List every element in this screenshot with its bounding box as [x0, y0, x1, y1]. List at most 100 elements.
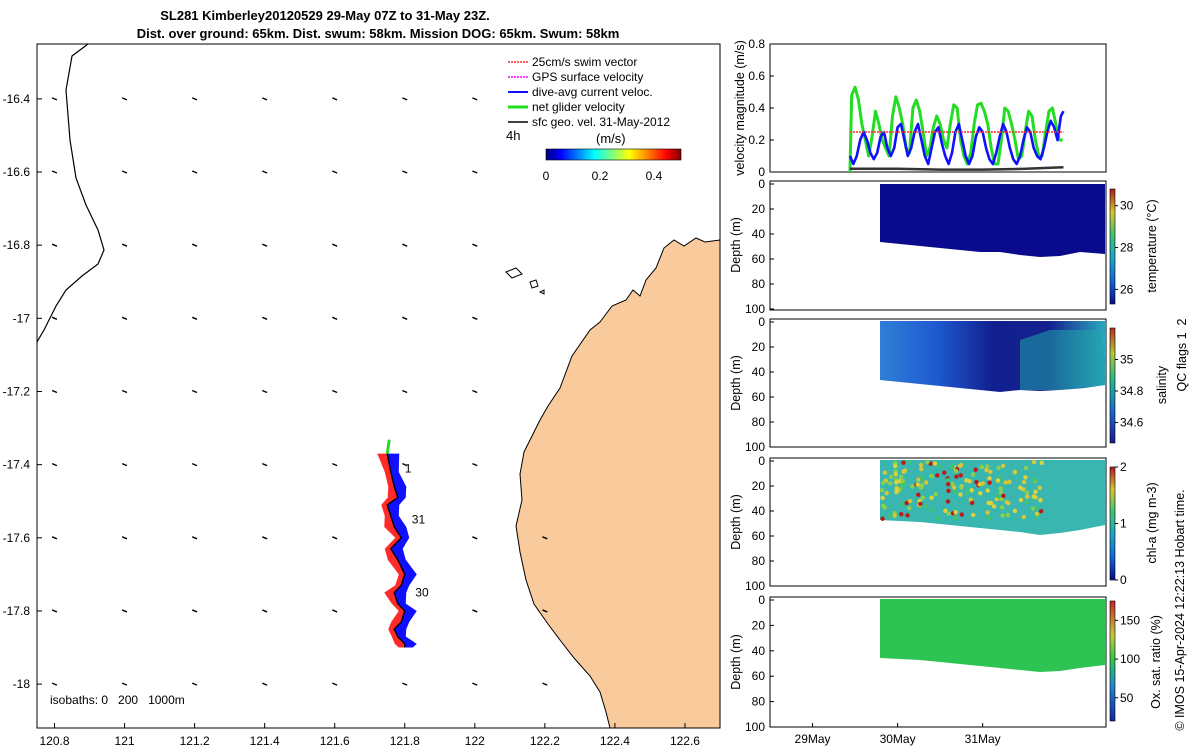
oxygen-field	[880, 599, 1105, 672]
depth-tick-label: 60	[752, 252, 766, 266]
velocity-series-line	[849, 165, 1064, 171]
geo-vector-arrow	[542, 682, 548, 686]
salinity-colorbar	[1109, 327, 1116, 444]
chla-colorbar-label: chl-a (mg m-3)	[1145, 482, 1159, 563]
chla-point	[964, 478, 969, 483]
day-label: 30	[415, 586, 429, 600]
geo-vector-arrow	[121, 682, 128, 686]
chla-point	[928, 461, 933, 466]
geo-vector-arrow	[191, 536, 198, 540]
geo-vector-arrow	[121, 389, 128, 394]
qc-flags-label: QC flags 1 2	[1175, 318, 1189, 391]
geo-vector-arrow	[191, 170, 198, 174]
chla-colorbar-ticks: 0 1 2	[1115, 460, 1127, 587]
geo-vector-arrow	[121, 316, 128, 320]
chla-point	[986, 500, 991, 506]
geo-vector-arrow	[121, 462, 128, 467]
chla-point	[899, 511, 904, 517]
chla-point	[978, 491, 983, 496]
geo-vector-arrow	[472, 97, 478, 101]
geo-vector-arrow	[402, 682, 408, 686]
temperature-colorbar-ticks: 26 28 30	[1115, 199, 1134, 296]
chla-point	[970, 500, 975, 506]
geo-vector-arrow	[332, 462, 338, 467]
geo-vector-arrow	[121, 609, 128, 613]
chla-point	[1038, 498, 1043, 503]
oxygen-y-ticks: 0 20 40 60 80 100	[745, 593, 774, 734]
map-x-tick-label: 121.2	[180, 734, 210, 748]
geo-vector-arrow	[191, 462, 198, 467]
map-colorbar-tick-label: 0	[543, 169, 550, 183]
chla-point	[1023, 475, 1028, 480]
geo-vector-arrow	[542, 536, 548, 540]
map-legend: 25cm/s swim vector GPS surface velocity …	[506, 55, 682, 183]
chla-point	[935, 516, 940, 521]
geo-vector-arrow	[472, 462, 478, 467]
legend-entry: 25cm/s swim vector	[508, 55, 637, 69]
colorbar-tick-label: 100	[1120, 652, 1140, 666]
chla-scatter	[879, 459, 1044, 521]
geo-vector-arrow	[261, 170, 268, 174]
geo-vector-arrow	[261, 243, 268, 247]
colorbar-tick-label: 34.8	[1120, 384, 1144, 398]
geo-vector-arrow	[332, 316, 338, 320]
map-x-tick-label: 121.8	[390, 734, 420, 748]
chla-point	[1018, 497, 1024, 503]
depth-tick-label: 60	[752, 529, 766, 543]
glider-track	[377, 439, 417, 648]
surface-geo-velocity-vectors	[51, 97, 548, 686]
colorbar-tick-label: 30	[1120, 199, 1134, 213]
map-colorbar-ticks: 0 0.2 0.4	[543, 169, 663, 183]
geo-vector-arrow	[332, 682, 338, 686]
chla-point	[888, 481, 893, 486]
chla-point	[969, 488, 974, 493]
chla-point	[1025, 494, 1030, 499]
net-glider-arrow	[385, 439, 391, 454]
chla-point	[933, 492, 938, 497]
chla-point	[946, 488, 951, 494]
chla-point	[920, 495, 926, 500]
temperature-colorbar	[1109, 188, 1116, 305]
chla-point	[1018, 485, 1023, 490]
geo-vector-arrow	[472, 243, 478, 247]
chla-point	[916, 492, 921, 498]
chla-point	[987, 515, 992, 520]
velocity-y-tick-label: 0.8	[748, 37, 765, 51]
chla-point	[919, 477, 925, 483]
depth-tick-label: 20	[752, 618, 766, 632]
geo-vector-arrow	[191, 389, 198, 394]
legend-label: 25cm/s swim vector	[532, 55, 637, 69]
chla-point	[1024, 499, 1030, 505]
geo-vector-arrow	[261, 682, 268, 686]
chla-point	[929, 495, 934, 500]
day-label: 31	[412, 513, 426, 527]
chla-point	[1021, 487, 1026, 492]
chla-point	[1023, 465, 1029, 471]
temperature-ylabel: Depth (m)	[729, 217, 743, 273]
geo-vector-arrow	[402, 243, 408, 247]
depth-tick-label: 80	[752, 277, 766, 291]
isobaths-label: isobaths: 0 200 1000m	[50, 693, 185, 707]
chla-point	[935, 473, 940, 478]
chla-point	[943, 508, 948, 513]
map-y-tick-label: -16.8	[3, 238, 31, 252]
geo-vector-arrow	[472, 316, 478, 320]
geo-vector-arrow	[51, 462, 58, 467]
colorbar-tick-label: 1	[1120, 517, 1127, 531]
velocity-y-tick-label: 0.2	[748, 133, 765, 147]
chla-point	[919, 473, 924, 479]
colorbar-tick-label: 150	[1120, 613, 1140, 627]
depth-tick-label: 80	[752, 415, 766, 429]
chla-point	[965, 490, 970, 495]
map-panel: 120.8 121 121.2 121.4 121.6 121.8 122 122.2 122.…	[3, 43, 721, 748]
chla-point	[973, 467, 978, 472]
chla-point	[1007, 479, 1012, 484]
geo-vector-arrow	[51, 243, 58, 247]
depth-tick-label: 40	[752, 365, 766, 379]
geo-vector-arrow	[121, 536, 128, 540]
chla-point	[900, 502, 905, 507]
temperature-field	[880, 184, 1105, 257]
chla-point	[893, 472, 898, 477]
chla-point	[995, 478, 1001, 483]
date-tick-label: 30May	[880, 732, 916, 746]
